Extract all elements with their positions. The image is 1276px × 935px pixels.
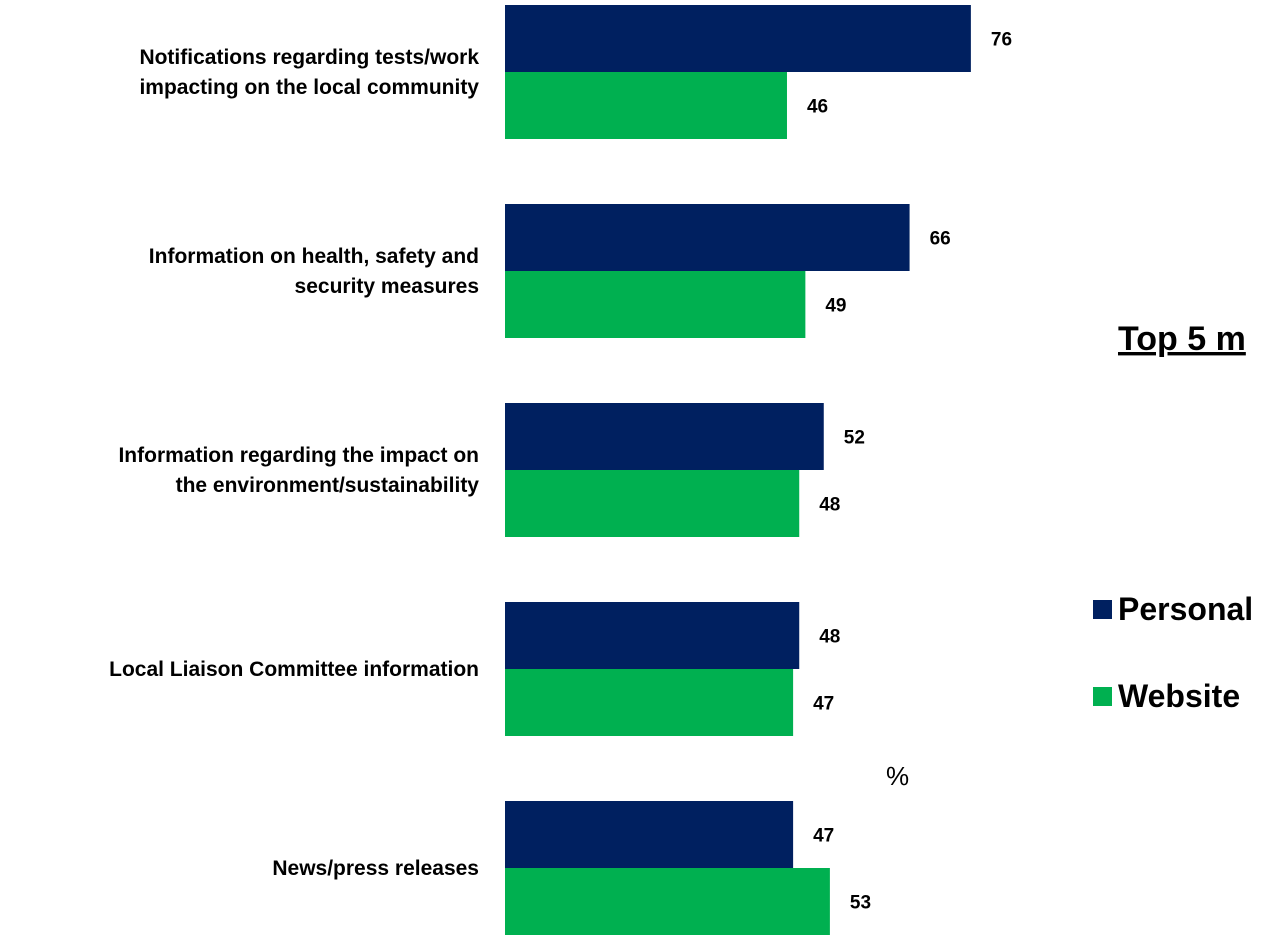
bar-website — [505, 470, 800, 537]
bar-website — [505, 868, 830, 935]
category-label-line: Local Liaison Committee information — [109, 658, 479, 681]
category-label: News/press releases — [272, 857, 479, 880]
category-label-line: the environment/sustainability — [176, 474, 480, 497]
category-label-line: Information on health, safety and — [149, 245, 479, 268]
category-label: Notifications regarding tests/work impact… — [139, 46, 479, 99]
category-label: Information regarding the impact on the e… — [118, 444, 479, 497]
legend-swatch-website — [1093, 687, 1112, 706]
category-labels: Notifications regarding tests/work impact… — [109, 46, 479, 880]
legend-swatch-personal — [1093, 600, 1112, 619]
value-label: 47 — [813, 826, 834, 847]
unit-label: % — [886, 761, 909, 791]
bar-website — [505, 669, 794, 736]
legend: Personal Website — [1093, 591, 1253, 714]
category-label-line: security measures — [295, 275, 479, 298]
value-label: 48 — [819, 627, 840, 648]
category-label-line: impacting on the local community — [139, 76, 479, 99]
legend-label-website: Website — [1118, 678, 1240, 714]
legend-label-personal: Personal — [1118, 591, 1253, 627]
value-label: 46 — [807, 97, 828, 118]
bar-website — [505, 271, 806, 338]
bars — [505, 5, 971, 935]
value-label: 49 — [825, 296, 846, 317]
value-label: 53 — [850, 893, 871, 914]
category-label: Local Liaison Committee information — [109, 658, 479, 681]
value-label: 66 — [930, 229, 951, 250]
value-label: 47 — [813, 694, 834, 715]
bar-personal — [505, 801, 794, 868]
category-label-line: News/press releases — [272, 857, 479, 880]
value-label: 48 — [819, 495, 840, 516]
bar-personal — [505, 403, 824, 470]
value-label: 76 — [991, 30, 1012, 51]
category-label-line: Information regarding the impact on — [118, 444, 479, 467]
value-labels: 76 46 66 49 52 48 48 47 47 53 — [807, 30, 1012, 914]
category-label-line: Notifications regarding tests/work — [139, 46, 479, 69]
value-label: 52 — [844, 428, 865, 449]
bar-website — [505, 72, 787, 139]
bar-personal — [505, 5, 971, 72]
bar-personal — [505, 602, 800, 669]
side-title: Top 5 m — [1118, 320, 1246, 358]
bar-personal — [505, 204, 910, 271]
category-label: Information on health, safety and securit… — [149, 245, 479, 298]
